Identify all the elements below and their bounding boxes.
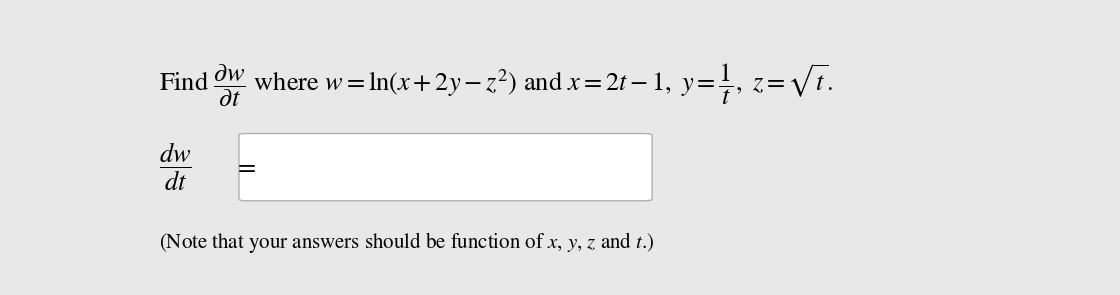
Text: Find $\dfrac{\partial w}{\partial t}$ where $w = \ln(x + 2y - z^2)$ and $x = 2t : Find $\dfrac{\partial w}{\partial t}$ wh… (159, 62, 833, 109)
Text: $\dfrac{dw}{dt}$: $\dfrac{dw}{dt}$ (159, 141, 192, 193)
Text: (Note that your answers should be function of $x$, $y$, $z$ and $t$.): (Note that your answers should be functi… (159, 230, 654, 255)
FancyBboxPatch shape (239, 134, 652, 201)
Text: $=$: $=$ (234, 155, 256, 179)
